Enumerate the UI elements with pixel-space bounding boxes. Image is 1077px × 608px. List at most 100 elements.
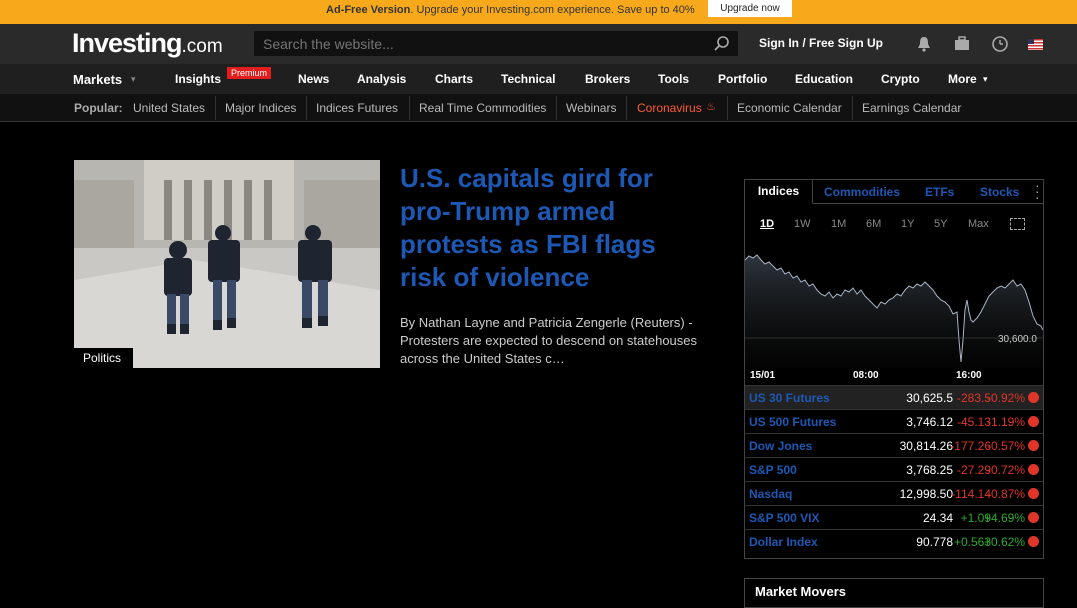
divider	[813, 203, 1044, 204]
nav-crypto[interactable]: Crypto	[881, 72, 920, 86]
index-change-percent: -0.72%	[986, 463, 1025, 477]
nav-more[interactable]: More	[948, 72, 977, 86]
range-1m[interactable]: 1M	[831, 218, 847, 230]
clock-icon[interactable]	[991, 35, 1009, 53]
nav-education[interactable]: Education	[795, 72, 854, 86]
search-input[interactable]	[255, 32, 695, 55]
popular-item-major-indices[interactable]: Major Indices	[225, 101, 297, 115]
index-change: -27.29	[956, 463, 991, 477]
range-1d[interactable]: 1D	[760, 218, 775, 230]
nav-brokers[interactable]: Brokers	[585, 72, 631, 86]
chart-time-label: 16:00	[956, 370, 982, 381]
popular-label: Popular:	[74, 101, 123, 115]
article-headline[interactable]: U.S. capitals gird for pro-Trump armed p…	[400, 163, 656, 292]
nav-markets[interactable]: Markets	[73, 72, 123, 87]
premium-badge: Premium	[227, 67, 272, 79]
tab-commodities[interactable]: Commodities	[824, 185, 901, 199]
table-row[interactable]: US 500 Futures 3,746.12 -45.13 -1.19%	[745, 409, 1043, 433]
chart-time-label: 08:00	[853, 370, 879, 381]
table-row[interactable]: S&P 500 3,768.25 -27.29 -0.72%	[745, 457, 1043, 481]
portfolio-briefcase-icon[interactable]	[953, 35, 971, 53]
search-box[interactable]	[254, 31, 738, 56]
expand-chart-icon[interactable]	[1010, 218, 1025, 230]
markets-tabs: Indices Commodities ETFs Stocks · · ·	[745, 177, 1045, 205]
divider	[852, 96, 853, 120]
popular-item-webinars[interactable]: Webinars	[566, 101, 617, 115]
article-image[interactable]	[74, 160, 380, 368]
divider	[409, 96, 410, 120]
upgrade-button[interactable]: Upgrade now	[708, 0, 792, 17]
divider	[306, 96, 307, 120]
market-movers-panel: Market Movers	[744, 578, 1044, 608]
chevron-down-icon: ▾	[131, 74, 136, 84]
market-movers-title: Market Movers	[755, 584, 847, 599]
range-1w[interactable]: 1W	[794, 218, 811, 230]
more-chevron-icon: ▾	[983, 74, 988, 84]
nav-charts[interactable]: Charts	[435, 72, 474, 86]
index-change-percent: +0.62%	[983, 535, 1025, 549]
table-row[interactable]: Dow Jones 30,814.26 -177.26 -0.57%	[745, 433, 1043, 457]
nav-technical[interactable]: Technical	[501, 72, 556, 86]
index-change: -177.26	[950, 439, 991, 453]
divider	[556, 96, 557, 120]
index-change: -114.14	[951, 487, 991, 501]
index-last: 90.778	[916, 535, 953, 549]
index-name[interactable]: S&P 500 VIX	[749, 511, 820, 525]
site-logo[interactable]: Investing.com	[72, 28, 223, 58]
more-options-icon[interactable]: · · ·	[1035, 177, 1040, 205]
category-tag[interactable]: Politics	[74, 348, 133, 368]
index-chart	[744, 250, 1044, 368]
main-navigation: Markets ▾ Insights Premium News Analysis…	[0, 64, 1077, 94]
nav-analysis[interactable]: Analysis	[357, 72, 407, 86]
nav-news[interactable]: News	[298, 72, 330, 86]
clock-icon	[1028, 512, 1039, 523]
divider	[727, 96, 728, 120]
table-row[interactable]: Dollar Index 90.778 +0.563 +0.62%	[745, 529, 1043, 553]
popular-item-united-states[interactable]: United States	[133, 101, 206, 115]
notifications-bell-icon[interactable]	[915, 35, 933, 53]
index-name[interactable]: Dow Jones	[749, 439, 813, 453]
clock-icon	[1028, 464, 1039, 475]
index-change: +0.563	[953, 535, 991, 549]
index-change-percent: +4.69%	[983, 511, 1025, 525]
nav-tools[interactable]: Tools	[658, 72, 690, 86]
ad-text: Ad-Free Version. Upgrade your Investing.…	[326, 4, 695, 16]
index-name[interactable]: S&P 500	[749, 463, 797, 477]
popular-item-economic-calendar[interactable]: Economic Calendar	[737, 101, 842, 115]
index-change: -45.13	[956, 415, 991, 429]
markets-panel: Indices Commodities ETFs Stocks · · · 1D 1…	[744, 177, 1045, 559]
popular-item-real-time-commodities[interactable]: Real Time Commodities	[419, 101, 547, 115]
popular-item-coronavirus[interactable]: Coronavirus	[637, 101, 702, 115]
index-name[interactable]: US 30 Futures	[749, 391, 830, 405]
popular-item-earnings-calendar[interactable]: Earnings Calendar	[862, 101, 962, 115]
index-name[interactable]: Dollar Index	[749, 535, 818, 549]
index-change-percent: -1.19%	[986, 415, 1025, 429]
top-header: Investing.com Sign In / Free Sign Up	[0, 24, 1077, 64]
table-row[interactable]: S&P 500 VIX 24.34 +1.09 +4.69%	[745, 505, 1043, 529]
index-change-percent: -0.57%	[986, 439, 1025, 453]
table-row[interactable]: US 30 Futures 30,625.5 -283.5 -0.92%	[745, 385, 1043, 409]
table-row[interactable]: Nasdaq 12,998.50 -114.14 -0.87%	[745, 481, 1043, 505]
tab-indices[interactable]: Indices	[745, 180, 813, 204]
range-5y[interactable]: 5Y	[934, 218, 948, 230]
range-6m[interactable]: 6M	[866, 218, 882, 230]
nav-insights[interactable]: Insights	[175, 72, 222, 86]
index-name[interactable]: US 500 Futures	[749, 415, 837, 429]
index-last: 3,746.12	[906, 415, 953, 429]
tab-stocks[interactable]: Stocks	[980, 185, 1020, 199]
index-last: 30,814.26	[899, 439, 953, 453]
us-flag-icon[interactable]	[1028, 37, 1046, 55]
popular-item-indices-futures[interactable]: Indices Futures	[316, 101, 399, 115]
ad-banner: Ad-Free Version. Upgrade your Investing.…	[0, 0, 1077, 24]
clock-icon	[1028, 416, 1039, 427]
index-change: +1.09	[960, 511, 991, 525]
index-name[interactable]: Nasdaq	[749, 487, 793, 501]
range-1y[interactable]: 1Y	[901, 218, 915, 230]
sign-in-link[interactable]: Sign In / Free Sign Up	[759, 36, 884, 50]
tab-etfs[interactable]: ETFs	[925, 185, 955, 199]
search-icon[interactable]	[713, 35, 731, 58]
index-last: 30,625.5	[906, 391, 953, 405]
range-max[interactable]: Max	[968, 218, 989, 230]
chart-price-label: 30,600.0	[998, 334, 1037, 345]
nav-portfolio[interactable]: Portfolio	[718, 72, 768, 86]
